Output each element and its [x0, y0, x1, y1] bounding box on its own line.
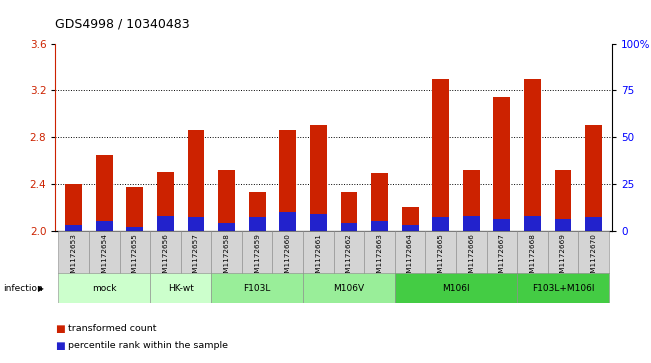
- Bar: [578, 231, 609, 274]
- Bar: [456, 231, 486, 274]
- Bar: [395, 231, 425, 274]
- Text: GSM1172657: GSM1172657: [193, 233, 199, 282]
- Text: F103L: F103L: [243, 284, 271, 293]
- Bar: [547, 231, 578, 274]
- Text: M106I: M106I: [442, 284, 470, 293]
- Bar: [463, 170, 480, 231]
- Bar: [395, 273, 517, 303]
- Bar: [279, 212, 296, 231]
- Bar: [212, 273, 303, 303]
- Bar: [333, 231, 364, 274]
- Text: ■: ■: [55, 323, 65, 334]
- Text: GDS4998 / 10340483: GDS4998 / 10340483: [55, 18, 190, 31]
- Bar: [65, 225, 82, 231]
- Bar: [517, 273, 609, 303]
- Bar: [273, 231, 303, 274]
- Bar: [371, 221, 388, 231]
- Bar: [279, 130, 296, 231]
- Text: M106V: M106V: [333, 284, 365, 293]
- Bar: [555, 170, 572, 231]
- Bar: [364, 231, 395, 274]
- Text: GSM1172668: GSM1172668: [529, 233, 535, 282]
- Text: ■: ■: [55, 340, 65, 351]
- Bar: [340, 192, 357, 231]
- Text: GSM1172655: GSM1172655: [132, 233, 138, 282]
- Text: GSM1172670: GSM1172670: [590, 233, 596, 282]
- Bar: [150, 273, 212, 303]
- Bar: [303, 273, 395, 303]
- Bar: [187, 130, 204, 231]
- Bar: [126, 227, 143, 231]
- Text: HK-wt: HK-wt: [168, 284, 193, 293]
- Bar: [585, 217, 602, 231]
- Bar: [157, 216, 174, 231]
- Bar: [96, 221, 113, 231]
- Bar: [157, 172, 174, 231]
- Bar: [218, 170, 235, 231]
- Text: GSM1172660: GSM1172660: [284, 233, 291, 282]
- Text: GSM1172659: GSM1172659: [254, 233, 260, 282]
- Bar: [493, 97, 510, 231]
- Bar: [402, 225, 419, 231]
- Text: GSM1172661: GSM1172661: [315, 233, 322, 282]
- Bar: [89, 231, 120, 274]
- Text: GSM1172662: GSM1172662: [346, 233, 352, 282]
- Bar: [242, 231, 273, 274]
- Text: GSM1172663: GSM1172663: [376, 233, 383, 282]
- Bar: [402, 207, 419, 231]
- Bar: [249, 217, 266, 231]
- Text: GSM1172666: GSM1172666: [468, 233, 475, 282]
- Bar: [59, 231, 89, 274]
- Bar: [212, 231, 242, 274]
- Bar: [486, 231, 517, 274]
- Bar: [524, 79, 541, 231]
- Bar: [303, 231, 333, 274]
- Bar: [463, 216, 480, 231]
- Bar: [432, 217, 449, 231]
- Text: infection: infection: [3, 284, 43, 293]
- Bar: [187, 217, 204, 231]
- Bar: [310, 214, 327, 231]
- Bar: [432, 79, 449, 231]
- Bar: [126, 187, 143, 231]
- Bar: [150, 231, 181, 274]
- Bar: [371, 173, 388, 231]
- Text: GSM1172664: GSM1172664: [407, 233, 413, 282]
- Bar: [96, 155, 113, 231]
- Bar: [249, 192, 266, 231]
- Text: GSM1172653: GSM1172653: [71, 233, 77, 282]
- Bar: [59, 273, 150, 303]
- Bar: [340, 223, 357, 231]
- Text: GSM1172658: GSM1172658: [223, 233, 230, 282]
- Text: GSM1172665: GSM1172665: [437, 233, 444, 282]
- Text: ▶: ▶: [38, 284, 44, 293]
- Bar: [493, 219, 510, 231]
- Bar: [218, 223, 235, 231]
- Bar: [310, 125, 327, 231]
- Bar: [585, 125, 602, 231]
- Bar: [524, 216, 541, 231]
- Bar: [120, 231, 150, 274]
- Text: percentile rank within the sample: percentile rank within the sample: [68, 341, 229, 350]
- Text: mock: mock: [92, 284, 117, 293]
- Text: F103L+M106I: F103L+M106I: [532, 284, 594, 293]
- Text: GSM1172669: GSM1172669: [560, 233, 566, 282]
- Text: GSM1172656: GSM1172656: [163, 233, 169, 282]
- Text: GSM1172654: GSM1172654: [102, 233, 107, 282]
- Bar: [517, 231, 547, 274]
- Bar: [65, 184, 82, 231]
- Bar: [425, 231, 456, 274]
- Text: transformed count: transformed count: [68, 324, 157, 333]
- Bar: [555, 219, 572, 231]
- Bar: [181, 231, 212, 274]
- Text: GSM1172667: GSM1172667: [499, 233, 505, 282]
